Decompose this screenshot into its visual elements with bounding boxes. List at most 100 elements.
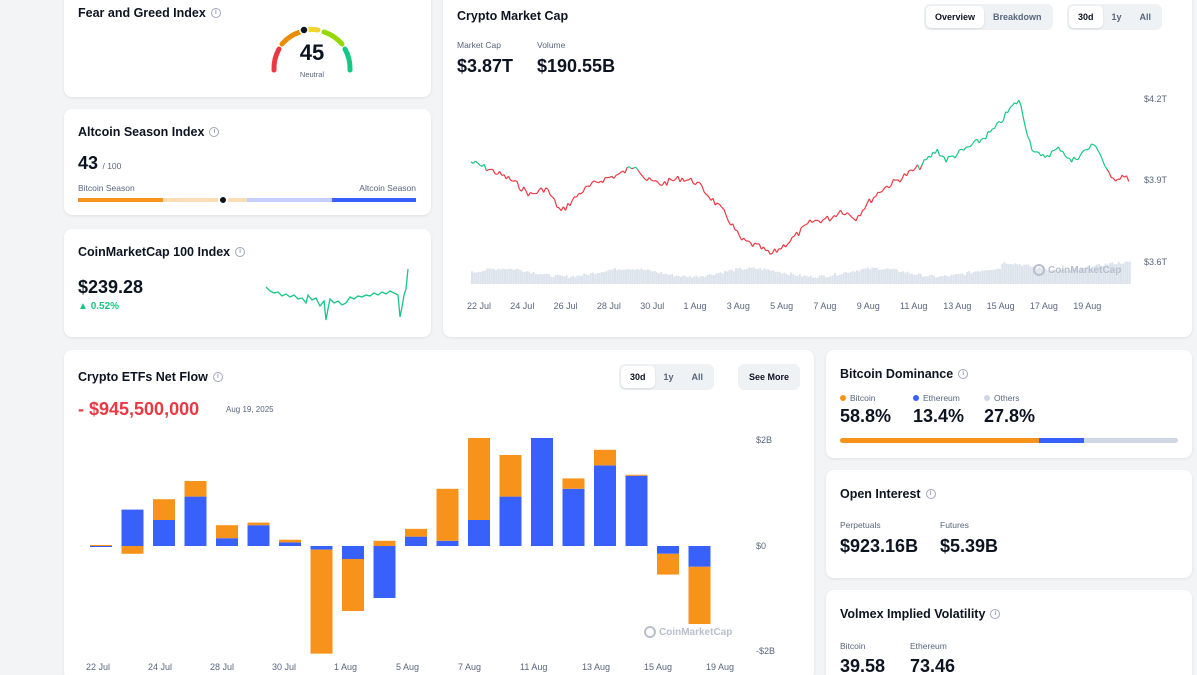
- volume-bar: [664, 273, 667, 284]
- volume-bar: [1126, 261, 1129, 284]
- volume-bar: [1027, 264, 1030, 284]
- altcoin-title-row: Altcoin Season Index i: [78, 125, 220, 139]
- see-more-button[interactable]: See More: [738, 364, 801, 390]
- price-segment: [981, 137, 984, 140]
- volume-bar: [1040, 268, 1043, 284]
- volume-bar: [867, 267, 869, 284]
- price-segment: [668, 177, 672, 181]
- info-icon[interactable]: i: [925, 489, 936, 499]
- volume-bar: [1029, 266, 1032, 284]
- price-segment: [1005, 111, 1008, 114]
- market-cap-card[interactable]: Crypto Market Cap Overview Breakdown 30d…: [443, 0, 1192, 337]
- tab-breakdown[interactable]: Breakdown: [993, 12, 1042, 22]
- volume-bar: [737, 268, 740, 284]
- volume-bar: [1073, 268, 1076, 284]
- price-segment: [941, 155, 945, 158]
- volume-bar: [752, 267, 755, 284]
- volmex-title: Volmex Implied Volatility: [840, 607, 986, 621]
- market-cap-chart[interactable]: [467, 92, 1133, 292]
- volume-bar: [732, 271, 735, 284]
- price-segment: [930, 151, 934, 158]
- etf-flow-card[interactable]: Crypto ETFs Net Flow i 30d 1y All See Mo…: [64, 350, 814, 675]
- volume-bar: [917, 273, 920, 284]
- volume-bar: [572, 275, 575, 284]
- price-segment: [554, 199, 558, 208]
- volume-bar: [1095, 264, 1098, 284]
- volume-bar: [856, 270, 858, 284]
- price-segment: [734, 229, 738, 232]
- volume-bar: [688, 275, 691, 284]
- volume-bar: [548, 274, 550, 284]
- price-segment: [919, 164, 923, 171]
- fear-greed-card[interactable]: Fear and Greed Index i 45 Neutral: [64, 0, 431, 97]
- volume-bar: [1054, 269, 1056, 284]
- info-icon[interactable]: i: [212, 372, 223, 382]
- volume-bar: [625, 269, 627, 284]
- price-segment: [1073, 156, 1077, 160]
- volume-bar: [666, 274, 669, 284]
- cmc100-card[interactable]: CoinMarketCap 100 Index i $239.28 ▲ 0.52…: [64, 229, 431, 337]
- info-icon[interactable]: i: [235, 247, 246, 257]
- volume-bar: [706, 275, 709, 284]
- etf-bar-eth: [279, 542, 301, 546]
- volmex-card[interactable]: Volmex Implied Volatility i Bitcoin 39.5…: [826, 590, 1192, 675]
- range-1y[interactable]: 1y: [1111, 12, 1122, 22]
- btc-dominance-card[interactable]: Bitcoin Dominance i Bitcoin 58.8% Ethere…: [826, 350, 1192, 458]
- price-segment: [749, 242, 754, 247]
- info-icon[interactable]: i: [209, 127, 220, 137]
- price-segment: [1029, 140, 1033, 151]
- price-segment: [1002, 111, 1007, 121]
- volume-bar: [783, 272, 786, 284]
- range-30d[interactable]: 30d: [1069, 6, 1103, 28]
- price-segment: [893, 178, 896, 181]
- price-segment: [743, 237, 747, 242]
- range-1y[interactable]: 1y: [663, 372, 674, 382]
- altcoin-season-card[interactable]: Altcoin Season Index i 43 / 100 Bitcoin …: [64, 109, 431, 215]
- price-segment: [593, 180, 597, 183]
- open-interest-card[interactable]: Open Interest i Perpetuals $923.16B Futu…: [826, 470, 1192, 578]
- price-segment: [591, 180, 595, 184]
- etf-flow-chart[interactable]: [64, 438, 754, 658]
- tab-overview[interactable]: Overview: [926, 6, 985, 28]
- price-segment: [673, 178, 676, 182]
- price-segment: [791, 235, 795, 238]
- price-segment: [972, 140, 976, 145]
- info-icon[interactable]: i: [990, 609, 1001, 619]
- price-segment: [516, 181, 520, 190]
- range-30d[interactable]: 30d: [621, 366, 655, 388]
- volume-bar: [603, 272, 605, 284]
- price-segment: [789, 237, 793, 242]
- volume-bar: [906, 271, 909, 284]
- volume-bar: [631, 269, 634, 284]
- range-all[interactable]: All: [691, 372, 704, 382]
- price-segment: [747, 240, 751, 243]
- volume-bar: [959, 273, 962, 284]
- etf-bar-btc: [90, 544, 112, 546]
- volume-bar: [818, 275, 821, 284]
- price-segment: [826, 215, 831, 222]
- volume-bar: [792, 274, 795, 284]
- price-segment: [648, 177, 652, 181]
- info-icon[interactable]: i: [958, 369, 969, 379]
- price-segment: [732, 223, 736, 231]
- volume-bar: [691, 277, 693, 284]
- price-segment: [472, 160, 476, 164]
- volume-bar: [750, 267, 753, 284]
- price-segment: [1057, 146, 1062, 152]
- price-segment: [1121, 174, 1125, 178]
- info-icon[interactable]: i: [210, 8, 221, 18]
- volume-bar: [600, 271, 603, 284]
- volmex-ethereum-label: Ethereum: [910, 641, 947, 651]
- etf-range-tabs: 30d 1y All: [619, 364, 715, 390]
- range-all[interactable]: All: [1139, 12, 1152, 22]
- volume-bar: [636, 269, 638, 284]
- price-segment: [569, 200, 573, 206]
- x-tick: 30 Jul: [640, 301, 665, 311]
- price-segment: [1101, 159, 1106, 166]
- volume-bar: [693, 276, 696, 284]
- etf-bar-eth: [531, 438, 553, 546]
- volume-bar: [620, 269, 623, 284]
- volume-bar: [1098, 264, 1100, 284]
- x-tick: 28 Jul: [596, 301, 621, 311]
- price-segment: [1104, 165, 1108, 170]
